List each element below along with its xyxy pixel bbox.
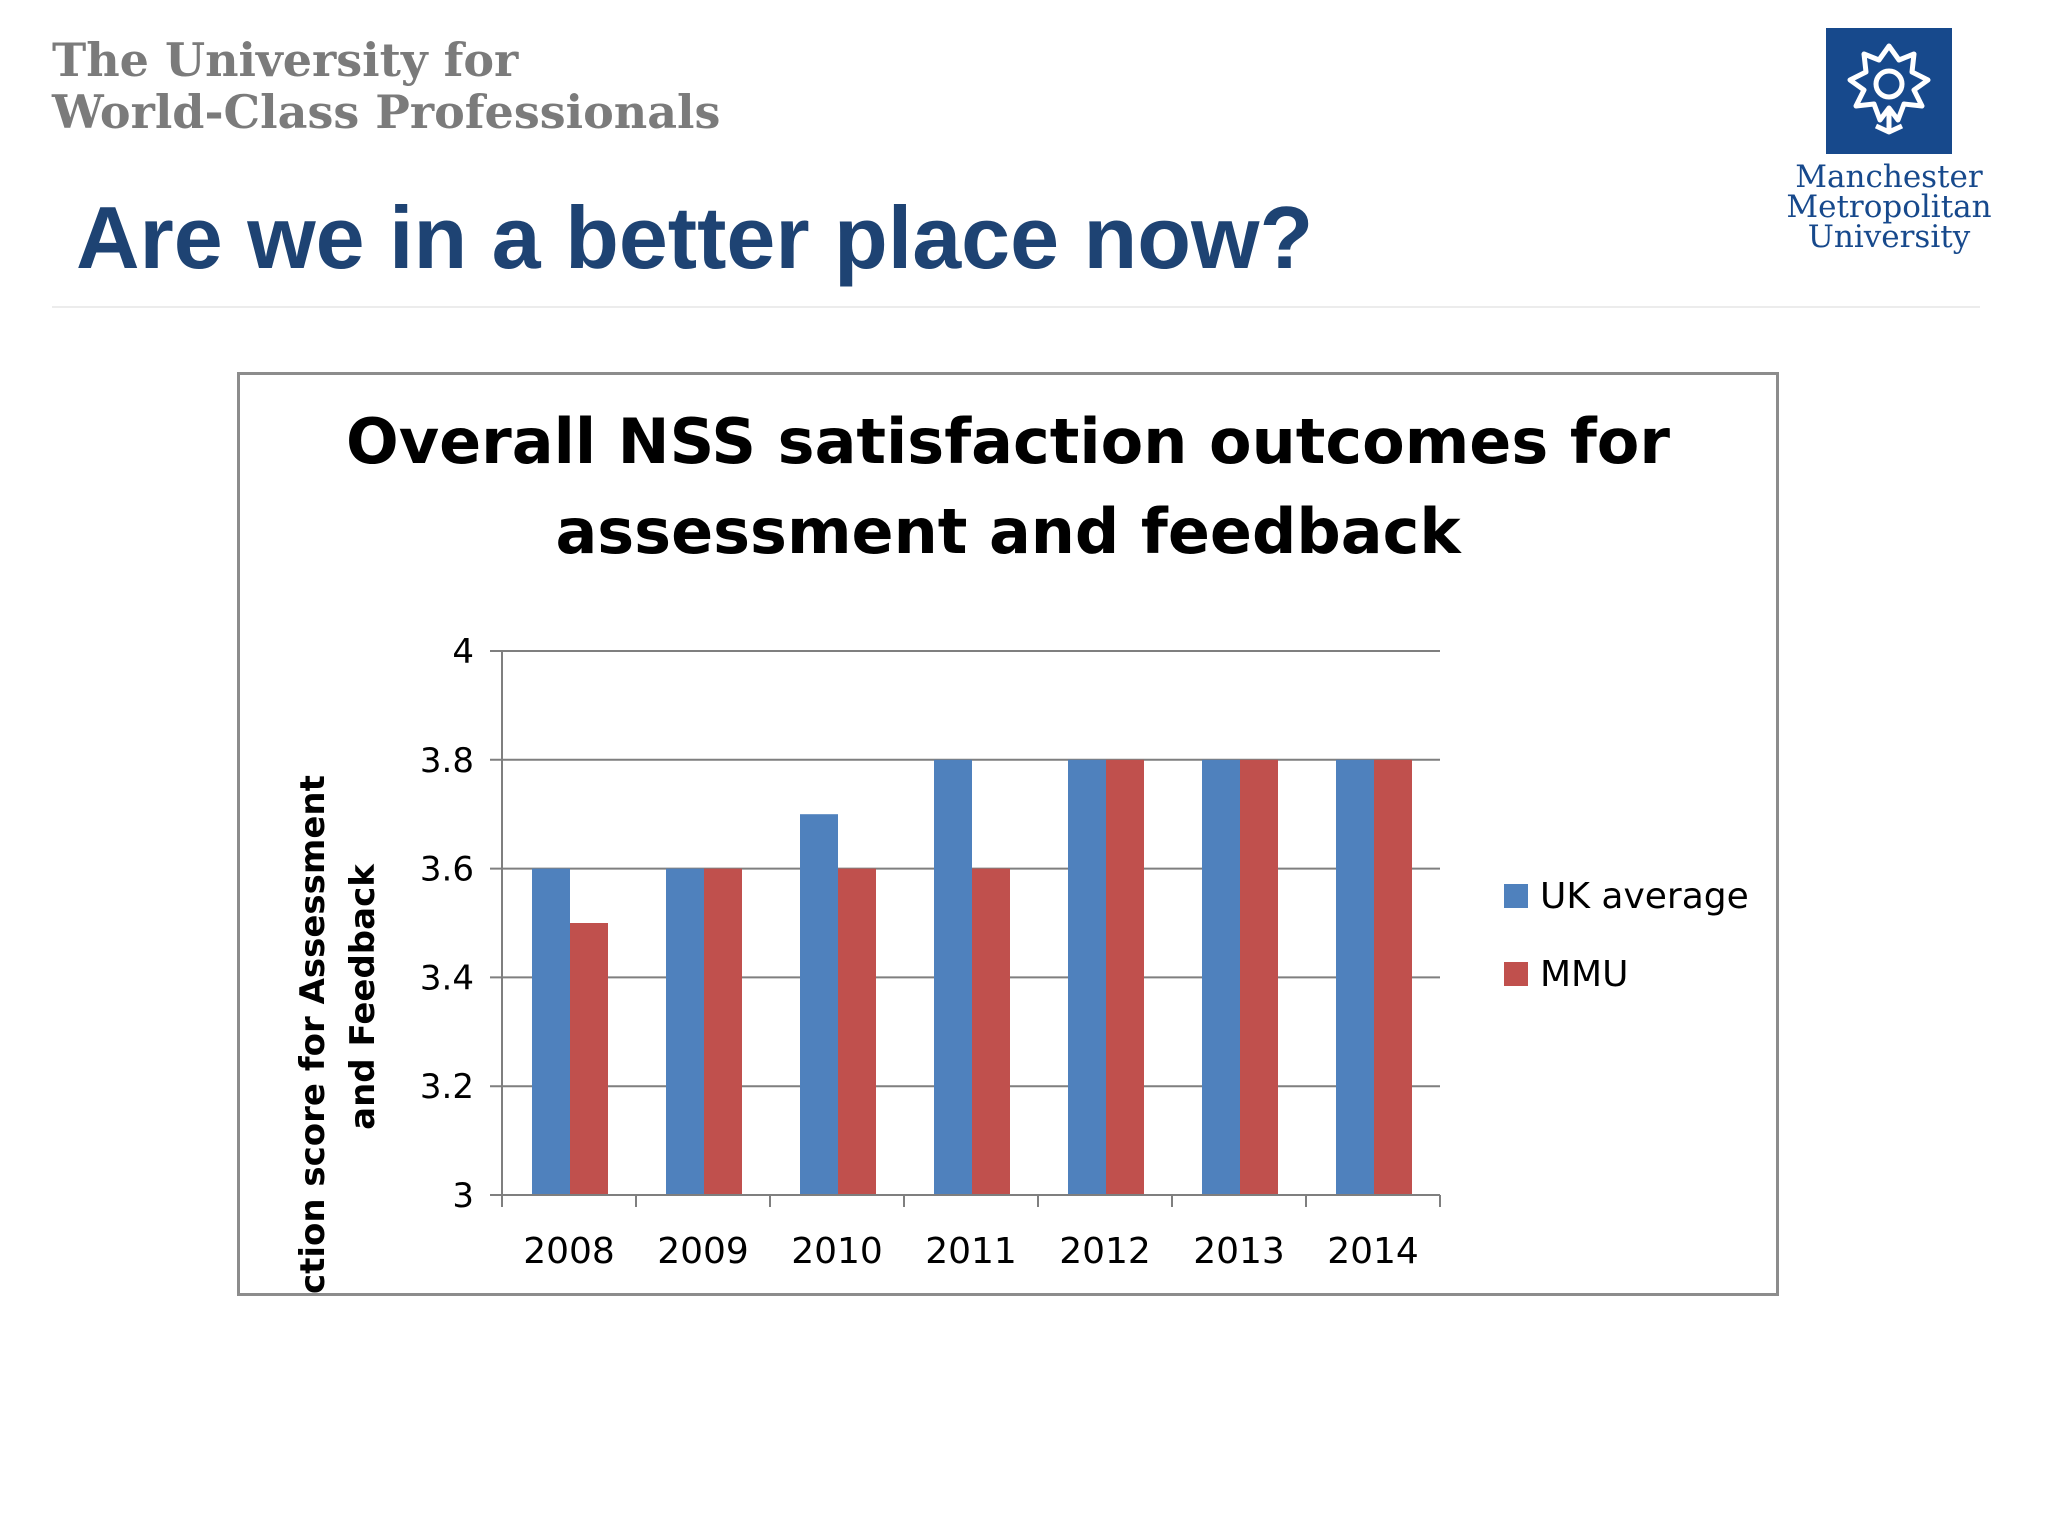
tick-labels: 3 3.2 3.4 3.6 3.8 4 2008 2009 2010 2011 2012 2013 20…	[420, 632, 1419, 1272]
bar-mmu-2011	[972, 868, 1010, 1195]
bars	[532, 759, 1412, 1195]
slide-title: Are we in a better place now?	[76, 188, 1314, 287]
x-tick-label: 2008	[523, 1231, 615, 1272]
legend-label: MMU	[1540, 954, 1628, 995]
y-tick-label: 3.2	[420, 1067, 474, 1107]
y-tick-label: 3.4	[420, 958, 474, 998]
chart-title-line-2: assessment and feedback	[555, 495, 1462, 568]
bar-chart: Overall NSS satisfaction outcomes for as…	[293, 405, 1749, 1293]
bar-uk-average-2009	[666, 868, 704, 1195]
bar-mmu-2008	[570, 923, 608, 1195]
y-tick-label: 3.8	[420, 741, 474, 781]
y-tick-label: 3.6	[420, 850, 474, 890]
x-tick-label: 2012	[1059, 1231, 1151, 1272]
bar-uk-average-2012	[1068, 759, 1106, 1195]
legend-swatch	[1504, 962, 1528, 986]
bar-uk-average-2011	[934, 759, 972, 1195]
bar-mmu-2013	[1240, 759, 1278, 1195]
university-logo-name: Manchester Metropolitan University	[1786, 159, 1992, 255]
x-tick-label: 2009	[657, 1231, 749, 1272]
logo-line-2: Metropolitan	[1786, 189, 1992, 225]
bar-uk-average-2013	[1202, 759, 1240, 1195]
x-tick-label: 2013	[1193, 1231, 1285, 1272]
bar-uk-average-2008	[532, 868, 570, 1195]
axes	[490, 651, 1441, 1207]
tagline-line-2: World-Class Professionals	[52, 85, 721, 139]
legend-swatch	[1504, 884, 1528, 908]
bar-uk-average-2014	[1336, 759, 1374, 1195]
logo-line-3: University	[1807, 219, 1971, 255]
legend: UK average MMU	[1504, 876, 1749, 995]
y-axis-label-line-1: NSS satisfaction score for Assessment	[293, 775, 333, 1293]
bar-mmu-2009	[704, 868, 742, 1195]
chart-frame: Overall NSS satisfaction outcomes for as…	[237, 372, 1779, 1296]
rose-emblem-icon	[1826, 28, 1952, 154]
bar-mmu-2012	[1106, 759, 1144, 1195]
x-tick-label: 2011	[925, 1231, 1017, 1272]
bar-mmu-2014	[1374, 759, 1412, 1195]
logo-line-1: Manchester	[1795, 159, 1983, 195]
bar-mmu-2010	[838, 868, 876, 1195]
bar-uk-average-2010	[800, 814, 838, 1195]
tagline-line-1: The University for	[52, 33, 519, 87]
chart-title-line-1: Overall NSS satisfaction outcomes for	[346, 405, 1670, 478]
x-tick-label: 2010	[791, 1231, 883, 1272]
y-tick-label: 4	[452, 632, 474, 672]
x-tick-label: 2014	[1327, 1231, 1419, 1272]
y-tick-label: 3	[452, 1176, 474, 1216]
legend-label: UK average	[1540, 876, 1749, 917]
university-tagline: The University for World-Class Professio…	[52, 34, 720, 138]
y-axis-label-line-2: and Feedback	[343, 863, 383, 1130]
header-divider	[52, 306, 1980, 308]
